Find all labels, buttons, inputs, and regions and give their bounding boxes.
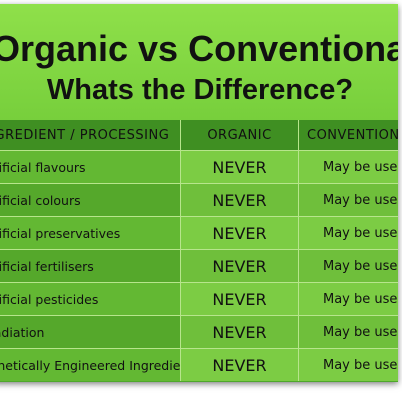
conventional-cell: May be used xyxy=(298,349,398,381)
column-header: ORGANIC xyxy=(180,120,298,150)
organic-cell: NEVER xyxy=(180,316,298,348)
ingredient-cell: Artificial colours xyxy=(0,192,81,208)
ingredient-cell: Artificial pesticides xyxy=(0,291,99,307)
organic-cell: NEVER xyxy=(180,250,298,282)
card: Organic vs Conventional? Whats the Diffe… xyxy=(0,4,398,382)
ingredient-cell: Artificial preservatives xyxy=(0,225,121,241)
subtitle: Whats the Difference? xyxy=(46,74,354,106)
organic-cell: NEVER xyxy=(180,151,298,183)
conventional-cell: May be used xyxy=(298,250,398,282)
conventional-cell: May be used xyxy=(298,283,398,315)
column-header: INGREDIENT / PROCESSING xyxy=(0,127,170,143)
conventional-cell: May be used xyxy=(298,184,398,216)
organic-cell: NEVER xyxy=(180,217,298,249)
ingredient-cell: Irradiation xyxy=(0,324,45,340)
table-row: Genetically Engineered IngredientsNEVERM… xyxy=(0,348,398,381)
ingredient-cell: Artificial flavours xyxy=(0,159,86,175)
ingredient-cell: Artificial fertilisers xyxy=(0,258,94,274)
column-header: CONVENTIONAL xyxy=(298,120,398,150)
organic-cell: NEVER xyxy=(180,283,298,315)
conventional-cell: May be used xyxy=(298,217,398,249)
ingredient-cell: Genetically Engineered Ingredients xyxy=(0,357,180,373)
conventional-cell: May be used xyxy=(298,316,398,348)
header-row: INGREDIENT / PROCESSING ORGANIC CONVENTI… xyxy=(0,120,398,150)
title: Organic vs Conventional? xyxy=(0,28,398,69)
conventional-cell: May be used xyxy=(298,151,398,183)
comparison-table: INGREDIENT / PROCESSING ORGANIC CONVENTI… xyxy=(0,120,398,381)
organic-cell: NEVER xyxy=(180,184,298,216)
organic-cell: NEVER xyxy=(180,349,298,381)
